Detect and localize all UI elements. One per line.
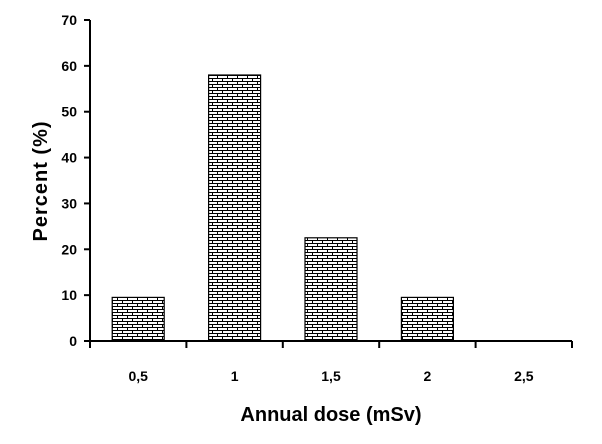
y-tick-label: 70 [61, 12, 77, 28]
y-tick-label: 60 [61, 58, 77, 74]
x-tick-label: 2,5 [514, 368, 534, 384]
x-tick-label: 1,5 [321, 368, 341, 384]
y-tick-label: 20 [61, 241, 77, 257]
x-tick-label: 1 [231, 368, 239, 384]
bar-0-5 [111, 296, 165, 342]
bar-1 [208, 74, 262, 342]
bar-2 [400, 296, 454, 342]
bars-group [111, 74, 454, 342]
y-axis-title: Percent (%) [30, 120, 52, 241]
y-axis: 0 10 20 30 40 50 60 70 [61, 12, 91, 349]
bar-1-5 [304, 237, 358, 342]
y-tick-label: 30 [61, 195, 77, 211]
x-tick-label: 2 [424, 368, 432, 384]
x-axis-title: Annual dose (mSv) [240, 404, 421, 426]
y-tick-label: 0 [69, 333, 77, 349]
x-tick-label: 0,5 [128, 368, 148, 384]
y-tick-label: 10 [61, 287, 77, 303]
y-tick-label: 40 [61, 150, 77, 166]
x-axis: 0,5 1 1,5 2 2,5 [89, 340, 573, 384]
y-tick-label: 50 [61, 104, 77, 120]
